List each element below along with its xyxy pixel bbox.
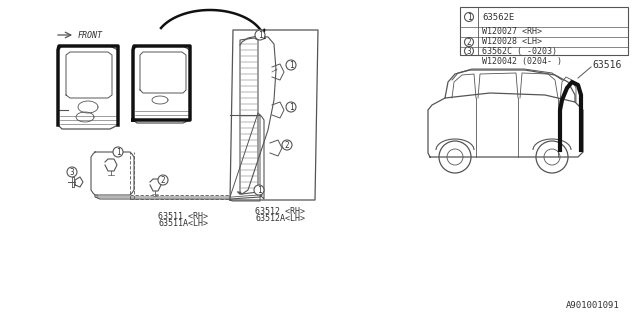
Circle shape <box>286 102 296 112</box>
Text: W120042 (0204- ): W120042 (0204- ) <box>482 57 562 66</box>
Text: 3: 3 <box>467 46 471 55</box>
Circle shape <box>465 37 474 46</box>
Text: 63511 <RH>: 63511 <RH> <box>158 212 208 221</box>
Circle shape <box>113 147 123 157</box>
Text: 2: 2 <box>467 37 471 46</box>
Text: 1: 1 <box>467 12 471 21</box>
Text: 1: 1 <box>289 60 293 69</box>
Circle shape <box>465 12 474 21</box>
Circle shape <box>465 46 474 55</box>
Text: 63512A<LH>: 63512A<LH> <box>255 214 305 223</box>
Text: 63512 <RH>: 63512 <RH> <box>255 207 305 216</box>
Text: 1: 1 <box>258 30 262 39</box>
Text: W120027 <RH>: W120027 <RH> <box>482 27 542 36</box>
Circle shape <box>67 167 77 177</box>
Text: 63562E: 63562E <box>482 12 515 21</box>
Circle shape <box>282 140 292 150</box>
FancyBboxPatch shape <box>460 7 628 55</box>
Text: 1: 1 <box>257 186 261 195</box>
Text: 63516: 63516 <box>592 60 621 70</box>
Circle shape <box>255 30 265 40</box>
Text: FRONT: FRONT <box>78 30 103 39</box>
Circle shape <box>254 185 264 195</box>
Text: 2: 2 <box>161 175 165 185</box>
Text: 2: 2 <box>285 140 289 149</box>
Circle shape <box>286 60 296 70</box>
Text: 1: 1 <box>289 102 293 111</box>
Text: W120028 <LH>: W120028 <LH> <box>482 36 542 45</box>
Text: 63511A<LH>: 63511A<LH> <box>158 219 208 228</box>
Circle shape <box>158 175 168 185</box>
Text: 63562C ( -0203): 63562C ( -0203) <box>482 46 557 55</box>
Text: A901001091: A901001091 <box>566 301 620 310</box>
Text: 1: 1 <box>116 148 120 156</box>
Text: 3: 3 <box>70 167 74 177</box>
